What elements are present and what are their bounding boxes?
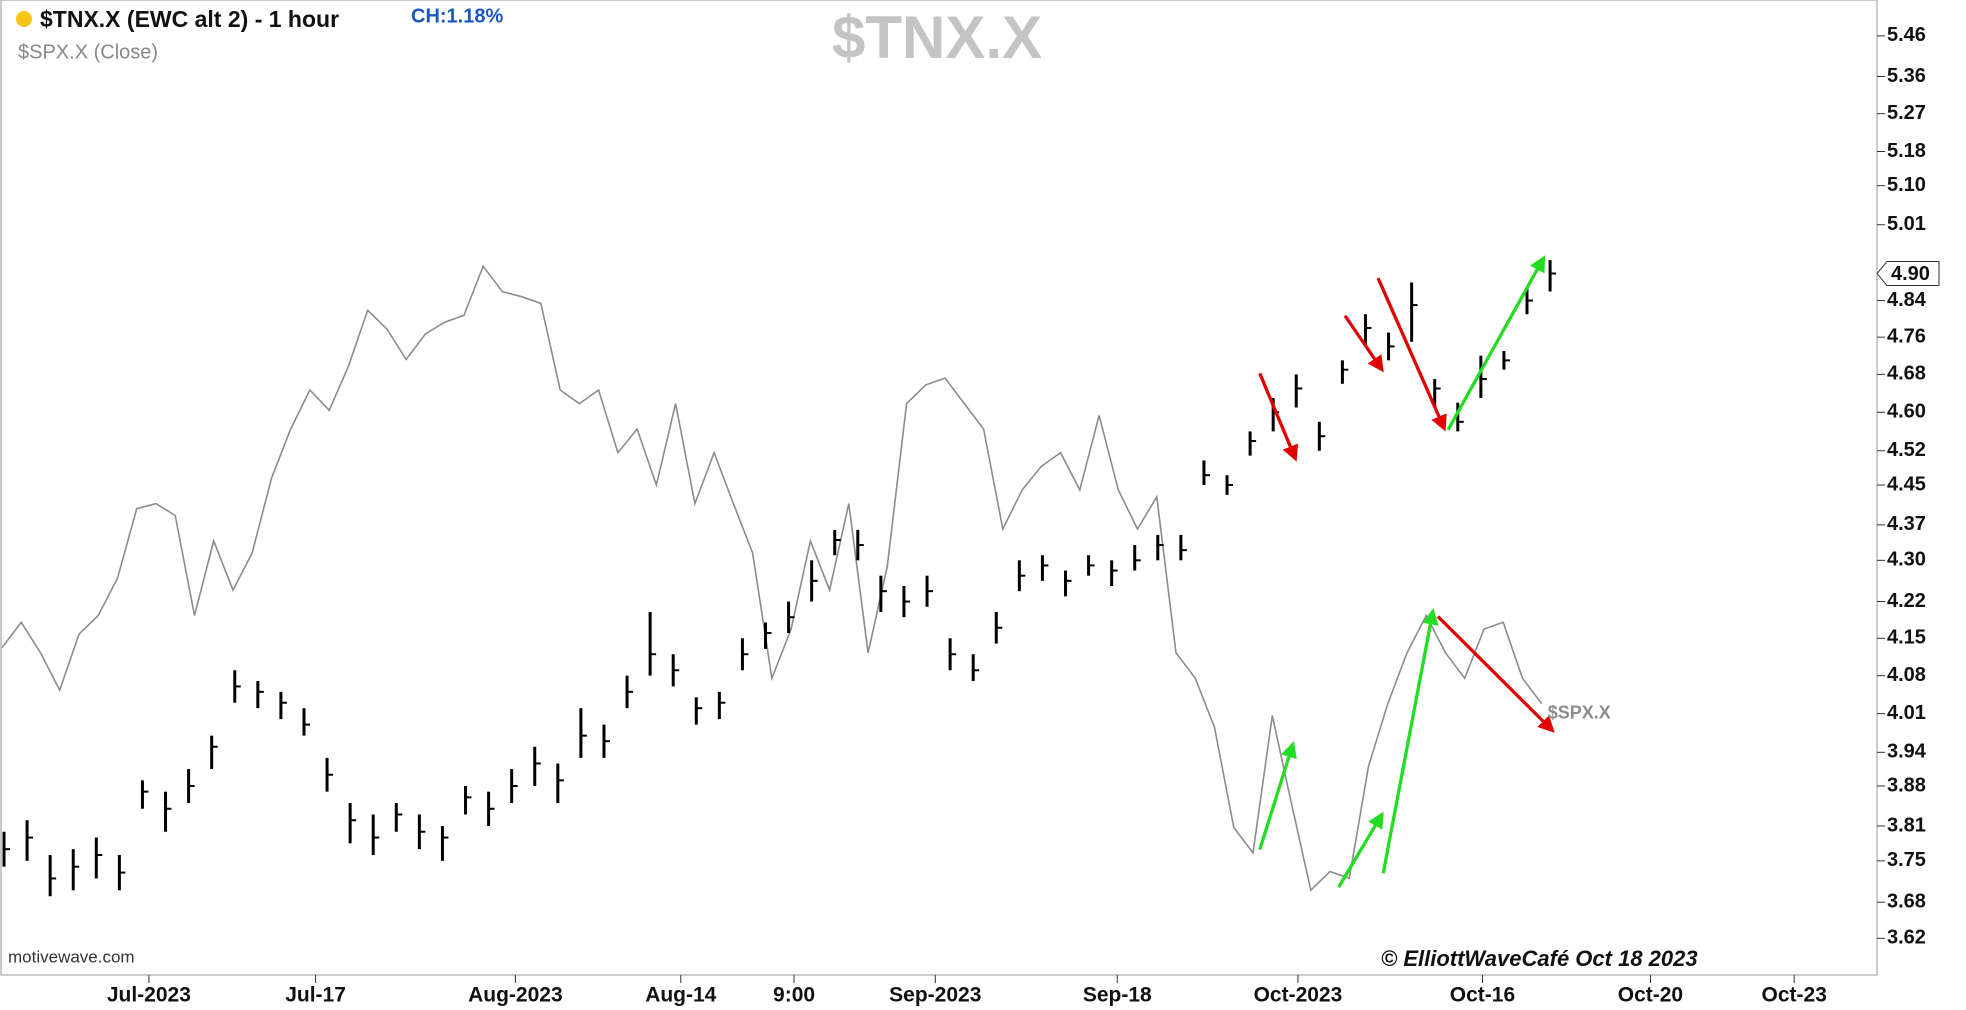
y-tick-label: 5.27 bbox=[1887, 102, 1926, 124]
y-tick-label: 4.15 bbox=[1887, 627, 1926, 649]
x-tick-label: Aug-14 bbox=[645, 984, 716, 1007]
y-tick-label: 3.94 bbox=[1887, 741, 1927, 763]
change-label: CH:1.18% bbox=[411, 5, 503, 27]
watermark: $TNX.X bbox=[832, 4, 1042, 71]
x-tick-label: Sep-18 bbox=[1083, 984, 1152, 1007]
y-tick-label: 4.45 bbox=[1887, 473, 1926, 495]
x-tick-label: Sep-2023 bbox=[889, 984, 981, 1007]
plot-frame bbox=[0, 0, 1878, 976]
arrow bbox=[1436, 615, 1555, 733]
y-tick-label: 4.76 bbox=[1887, 325, 1926, 347]
x-tick-label: Jul-17 bbox=[285, 984, 346, 1007]
overlay-label: $SPX.X bbox=[1548, 702, 1611, 722]
x-tick-label: Oct-2023 bbox=[1254, 984, 1343, 1007]
arrow bbox=[1343, 314, 1384, 373]
y-tick-label: 4.30 bbox=[1887, 549, 1926, 571]
y-tick-label: 3.68 bbox=[1887, 890, 1926, 912]
x-tick-label: Aug-2023 bbox=[468, 984, 563, 1007]
plot bbox=[1, 260, 1557, 897]
x-tick-label: 9:00 bbox=[773, 984, 815, 1007]
chart-title: $TNX.X (EWC alt 2) - 1 hour bbox=[40, 6, 339, 32]
y-tick-label: 4.68 bbox=[1887, 363, 1926, 385]
y-tick-label: 5.10 bbox=[1887, 174, 1926, 196]
y-tick-label: 3.62 bbox=[1887, 927, 1926, 949]
arrow bbox=[1446, 255, 1546, 431]
y-tick-label: 4.37 bbox=[1887, 513, 1926, 535]
wave-arrows bbox=[1258, 255, 1555, 888]
y-tick-label: 5.46 bbox=[1887, 24, 1926, 46]
arrow bbox=[1258, 741, 1297, 851]
x-tick-label: Oct-20 bbox=[1618, 984, 1683, 1007]
y-tick-label: 3.81 bbox=[1887, 814, 1926, 836]
y-tick-label: 5.18 bbox=[1887, 140, 1926, 162]
status-dot bbox=[16, 11, 32, 27]
price-marker bbox=[1876, 261, 1940, 287]
y-tick-label: 5.01 bbox=[1887, 213, 1926, 235]
y-tick-label: 4.08 bbox=[1887, 664, 1926, 686]
y-tick-label: 3.75 bbox=[1887, 849, 1926, 871]
legend-entry: $SPX.X (Close) bbox=[18, 41, 158, 63]
y-tick-label: 4.01 bbox=[1887, 702, 1926, 724]
y-tick-label: 5.36 bbox=[1887, 65, 1926, 87]
y-tick-label: 3.88 bbox=[1887, 774, 1926, 796]
y-tick-label: 4.52 bbox=[1887, 439, 1926, 461]
credit-label: © ElliottWaveCafé Oct 18 2023 bbox=[1381, 946, 1698, 971]
y-tick-label: 4.60 bbox=[1887, 401, 1926, 423]
x-tick-label: Oct-23 bbox=[1762, 984, 1827, 1007]
x-tick-label: Oct-16 bbox=[1450, 984, 1515, 1007]
arrow bbox=[1376, 277, 1447, 432]
x-tick-label: Jul-2023 bbox=[107, 984, 191, 1007]
y-tick-label: 4.84 bbox=[1887, 289, 1927, 311]
arrow bbox=[1337, 811, 1384, 888]
price-marker-label: 4.90 bbox=[1891, 263, 1930, 285]
y-tick-label: 4.22 bbox=[1887, 590, 1926, 612]
source-label: motivewave.com bbox=[8, 947, 135, 966]
arrow bbox=[1258, 372, 1299, 462]
arrow bbox=[1381, 608, 1439, 874]
